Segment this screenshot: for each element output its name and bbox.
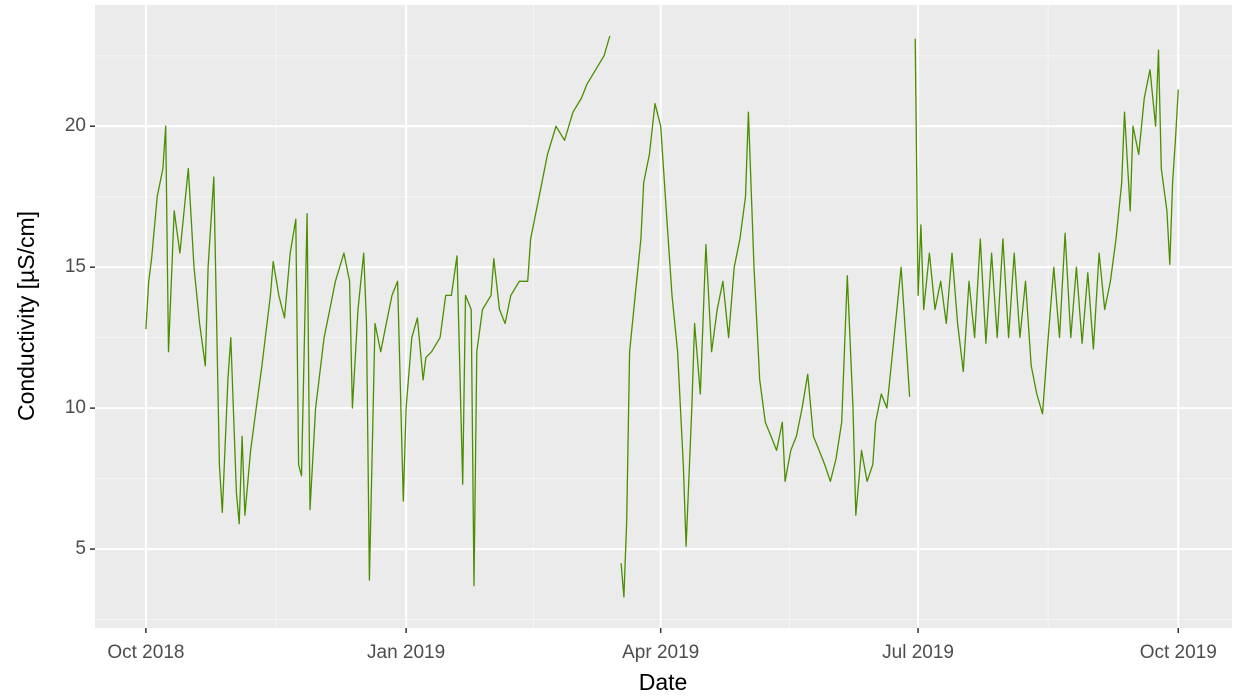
y-tick-label: 10 [65,397,86,418]
y-axis-title: Conductivity [µS/cm] [13,211,39,421]
x-tick-label: Oct 2018 [107,642,184,663]
x-tick-label: Jul 2019 [882,642,954,663]
x-axis-title: Date [639,669,688,695]
y-tick-label: 20 [65,115,86,136]
y-tick-label: 15 [65,256,86,277]
panel [95,5,1232,628]
y-tick-label: 5 [75,538,86,559]
series-line [145,35,1179,598]
x-tick-label: Oct 2019 [1140,642,1217,663]
x-tick-label: Jan 2019 [367,642,445,663]
x-tick-label: Apr 2019 [622,642,699,663]
